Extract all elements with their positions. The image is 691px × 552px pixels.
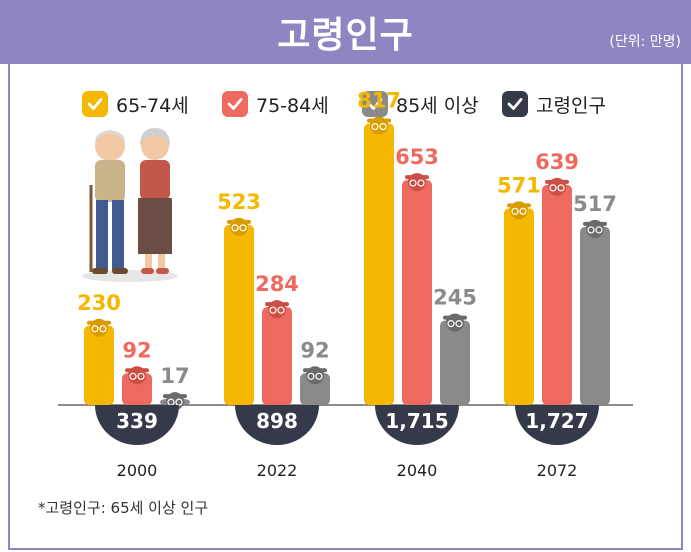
bar: [364, 123, 394, 405]
bar-value-label: 653: [395, 145, 439, 169]
person-head-icon: [265, 300, 289, 319]
bar-value-label: 284: [255, 272, 299, 296]
legend-item-elderly-total: 고령인구: [502, 88, 606, 120]
bar-value-label: 92: [300, 338, 329, 362]
person-head-icon: [545, 177, 569, 196]
check-icon: [82, 91, 108, 117]
total-value-label: 339: [116, 409, 158, 433]
bar-value-label: 92: [122, 338, 151, 362]
elderly-couple-illustration: [82, 128, 178, 282]
total-badge: [515, 405, 599, 445]
person-head-icon: [405, 173, 429, 192]
bar: [262, 307, 292, 405]
bar: [402, 180, 432, 405]
bar: [122, 373, 152, 405]
legend: 65-74세 75-84세 85세 이상 고령인구: [0, 88, 691, 120]
person-head-icon: [303, 366, 327, 385]
person-head-icon: [443, 313, 467, 332]
bar: [84, 325, 114, 405]
bar-value-label: 817: [357, 89, 401, 113]
total-value-label: 1,715: [385, 409, 448, 433]
person-head-icon: [227, 217, 251, 236]
header-banner: 고령인구 (단위: 만명): [0, 0, 691, 64]
total-badge: [235, 405, 319, 445]
legend-label: 고령인구: [536, 94, 606, 117]
total-value-label: 898: [256, 409, 298, 433]
check-icon: [502, 91, 528, 117]
bar-value-label: 571: [497, 173, 541, 197]
bar: [580, 226, 610, 405]
page-title: 고령인구: [277, 15, 414, 56]
check-icon: [362, 91, 388, 117]
bar: [440, 320, 470, 405]
legend-label: 65-74세: [116, 94, 189, 117]
legend-label: 75-84세: [256, 94, 329, 117]
x-tick-label: 2022: [257, 461, 298, 480]
total-badge: [95, 405, 179, 445]
bar: [300, 373, 330, 405]
legend-item-65-74: 65-74세: [82, 88, 189, 120]
bar-value-label: 639: [535, 150, 579, 174]
person-head-icon: [367, 116, 391, 135]
legend-item-75-84: 75-84세: [222, 88, 329, 120]
bar: [504, 208, 534, 405]
bar-value-label: 17: [160, 364, 189, 388]
legend-item-85-plus: 85세 이상: [362, 88, 479, 120]
bar: [224, 224, 254, 405]
x-tick-label: 2000: [117, 461, 158, 480]
legend-label: 85세 이상: [396, 94, 479, 117]
bar: [542, 184, 572, 405]
total-badge: [375, 405, 459, 445]
person-head-icon: [583, 219, 607, 238]
bar-value-label: 230: [77, 291, 121, 315]
person-head-icon: [507, 201, 531, 220]
unit-label: (단위: 만명): [609, 34, 681, 50]
person-head-icon: [87, 318, 111, 337]
x-tick-label: 2072: [537, 461, 578, 480]
check-icon: [222, 91, 248, 117]
total-value-label: 1,727: [525, 409, 588, 433]
bar-value-label: 523: [217, 190, 261, 214]
person-head-icon: [125, 366, 149, 385]
x-tick-label: 2040: [397, 461, 438, 480]
bar-value-label: 245: [433, 286, 477, 310]
bar-value-label: 517: [573, 192, 617, 216]
footnote: *고령인구: 65세 이상 인구: [38, 499, 209, 517]
